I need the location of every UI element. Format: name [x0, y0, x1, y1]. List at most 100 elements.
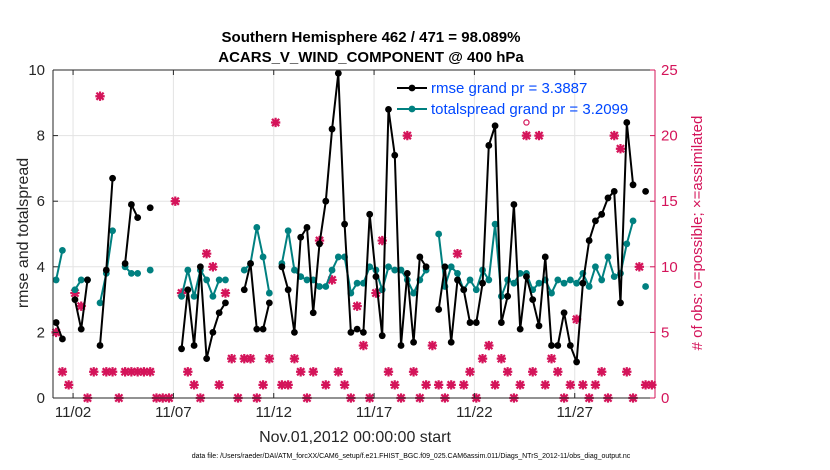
rmse-point — [184, 286, 192, 294]
rmse-point — [548, 342, 555, 349]
obs-assimilated-marker — [571, 314, 582, 324]
obs-assimilated-marker — [321, 380, 331, 390]
y-tick-label-right: 5 — [661, 324, 669, 341]
rmse-point — [497, 319, 505, 326]
rmse-point — [617, 299, 624, 307]
rmse-point — [403, 269, 411, 277]
totalspread-point — [353, 279, 361, 287]
totalspread-point — [378, 286, 386, 294]
rmse-point — [466, 319, 474, 326]
totalspread-point — [391, 266, 399, 274]
rmse-point — [629, 181, 637, 189]
obs-assimilated-marker — [421, 380, 431, 390]
rmse-point — [623, 119, 631, 126]
rmse-point — [422, 263, 430, 271]
obs-assimilated-marker — [477, 353, 488, 364]
obs-assimilated-marker — [239, 353, 249, 364]
rmse-point — [96, 342, 104, 349]
totalspread-point — [466, 276, 474, 284]
x-tick-label: 11/12 — [256, 404, 292, 421]
rmse-point — [284, 286, 292, 294]
legend-totalspread-marker — [408, 105, 416, 113]
y-tick-label-left: 10 — [28, 62, 45, 79]
rmse-point — [579, 279, 587, 287]
totalspread-point — [222, 276, 229, 284]
totalspread-point — [472, 286, 480, 294]
x-tick-label: 11/27 — [557, 404, 593, 421]
totalspread-point — [623, 240, 631, 248]
totalspread-point — [610, 273, 618, 281]
rmse-point — [535, 322, 543, 330]
rmse-point — [127, 201, 135, 208]
obs-assimilated-marker — [590, 380, 601, 390]
rmse-point — [121, 260, 129, 267]
rmse-point — [278, 263, 286, 271]
rmse-point — [247, 260, 254, 267]
obs-assimilated-marker — [76, 301, 86, 311]
obs-assimilated-marker — [534, 130, 544, 141]
obs-assimilated-marker — [565, 380, 576, 390]
obs-assimilated-marker — [107, 367, 118, 377]
obs-assimilated-marker — [189, 380, 199, 390]
obs-assimilated-marker — [183, 367, 193, 377]
obs-assimilated-marker — [433, 380, 444, 390]
totalspread-point — [316, 283, 323, 290]
rmse-point — [347, 329, 355, 336]
totalspread-point — [240, 266, 248, 274]
obs-assimilated-marker — [270, 117, 281, 128]
obs-assimilated-marker — [490, 380, 500, 390]
x-tick-label: 11/22 — [456, 404, 492, 421]
obs-assimilated-marker — [57, 367, 68, 377]
totalspread-point — [178, 292, 185, 300]
totalspread-point — [77, 276, 85, 284]
obs-assimilated-marker — [227, 353, 237, 364]
totalspread-point — [203, 276, 211, 284]
y-axis-label-right: # of obs: o=possible; ×=assimilated — [689, 116, 706, 351]
rmse-point — [485, 142, 493, 149]
rmse-point — [291, 329, 298, 336]
rmse-point — [196, 263, 204, 271]
totalspread-point — [209, 292, 217, 300]
totalspread-point — [560, 279, 568, 287]
obs-assimilated-marker — [578, 380, 588, 390]
rmse-point — [592, 217, 599, 225]
obs-assimilated-marker — [452, 249, 463, 259]
obs-assimilated-marker — [352, 301, 362, 311]
totalspread-point — [284, 227, 292, 235]
rmse-point — [410, 338, 417, 346]
rmse-point — [328, 125, 336, 133]
y-tick-label-right: 20 — [661, 128, 678, 145]
obs-assimilated-marker — [371, 288, 381, 298]
totalspread-point — [435, 230, 443, 238]
rmse-point — [479, 279, 486, 287]
rmse-point — [303, 224, 311, 231]
totalspread-point — [265, 289, 273, 297]
obs-assimilated-marker — [89, 367, 99, 377]
obs-assimilated-marker — [63, 380, 74, 390]
rmse-point — [529, 296, 537, 303]
rmse-point — [309, 309, 317, 317]
rmse-point — [334, 69, 342, 77]
x-axis-label: Nov.01,2012 00:00:00 start — [259, 429, 451, 446]
rmse-point — [316, 240, 323, 248]
y-tick-label-right: 25 — [661, 62, 678, 79]
rmse-point — [604, 194, 612, 202]
axes: 11/02 11/07 11/12 11/17 11/22 11/27 0 2 4 6 8 10 0 5 1… — [28, 62, 677, 421]
totalspread-point — [629, 217, 637, 225]
totalspread-point — [328, 266, 336, 274]
totalspread-point — [385, 263, 392, 271]
y-tick-label-left: 4 — [37, 259, 45, 276]
rmse-line — [180, 266, 227, 359]
y-tick-label-right: 0 — [661, 390, 669, 407]
y-tick-label-left: 0 — [37, 390, 45, 407]
obs-assimilated-marker — [640, 380, 651, 390]
rmse-point — [598, 210, 606, 218]
obs-assimilated-marker — [139, 367, 149, 377]
obs-assimilated-marker — [201, 249, 212, 259]
chart-title-line2: ACARS_V_WIND_COMPONENT @ 400 hPa — [218, 49, 524, 66]
y-tick-label-right: 10 — [661, 259, 678, 276]
rmse-point — [441, 263, 449, 271]
rmse-point — [253, 325, 261, 333]
totalspread-point — [642, 283, 649, 290]
totalspread-point — [259, 253, 267, 261]
